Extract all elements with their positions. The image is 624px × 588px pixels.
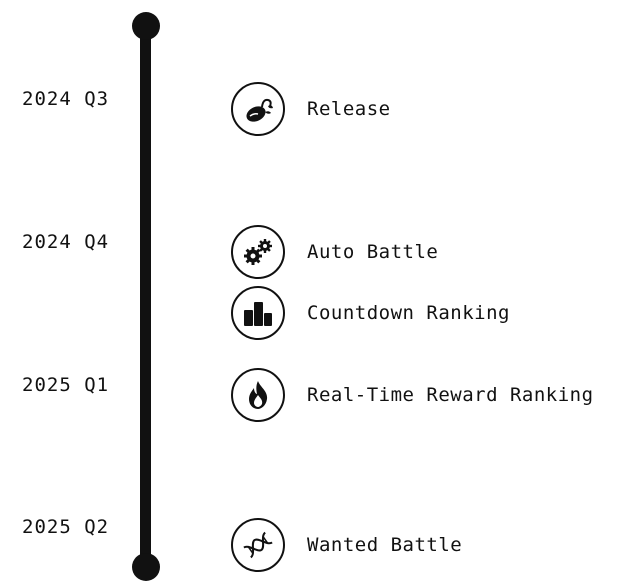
event-countdown-ranking: Countdown Ranking	[231, 286, 510, 340]
quarter-label-2025-q1: 2025 Q1	[22, 374, 110, 396]
event-wanted-battle: Wanted Battle	[231, 518, 462, 572]
gears-icon	[231, 225, 285, 279]
quarter-label-2024-q3: 2024 Q3	[22, 88, 110, 110]
event-label: Real-Time Reward Ranking	[307, 384, 594, 406]
quarter-label-2025-q2: 2025 Q2	[22, 516, 110, 538]
mouse-sprout-icon	[231, 82, 285, 136]
event-label: Wanted Battle	[307, 534, 463, 556]
quarter-label-2024-q4: 2024 Q4	[22, 231, 110, 253]
event-label: Countdown Ranking	[307, 302, 510, 324]
flame-icon	[231, 368, 285, 422]
event-label: Auto Battle	[307, 241, 439, 263]
timeline-axis	[140, 26, 151, 568]
event-release: Release	[231, 82, 391, 136]
podium-icon	[231, 286, 285, 340]
timeline-end-dot	[132, 553, 160, 581]
event-label: Release	[307, 98, 391, 120]
timeline-start-dot	[132, 12, 160, 40]
event-real-time-reward-ranking: Real-Time Reward Ranking	[231, 368, 594, 422]
dna-icon	[231, 518, 285, 572]
event-auto-battle: Auto Battle	[231, 225, 438, 279]
